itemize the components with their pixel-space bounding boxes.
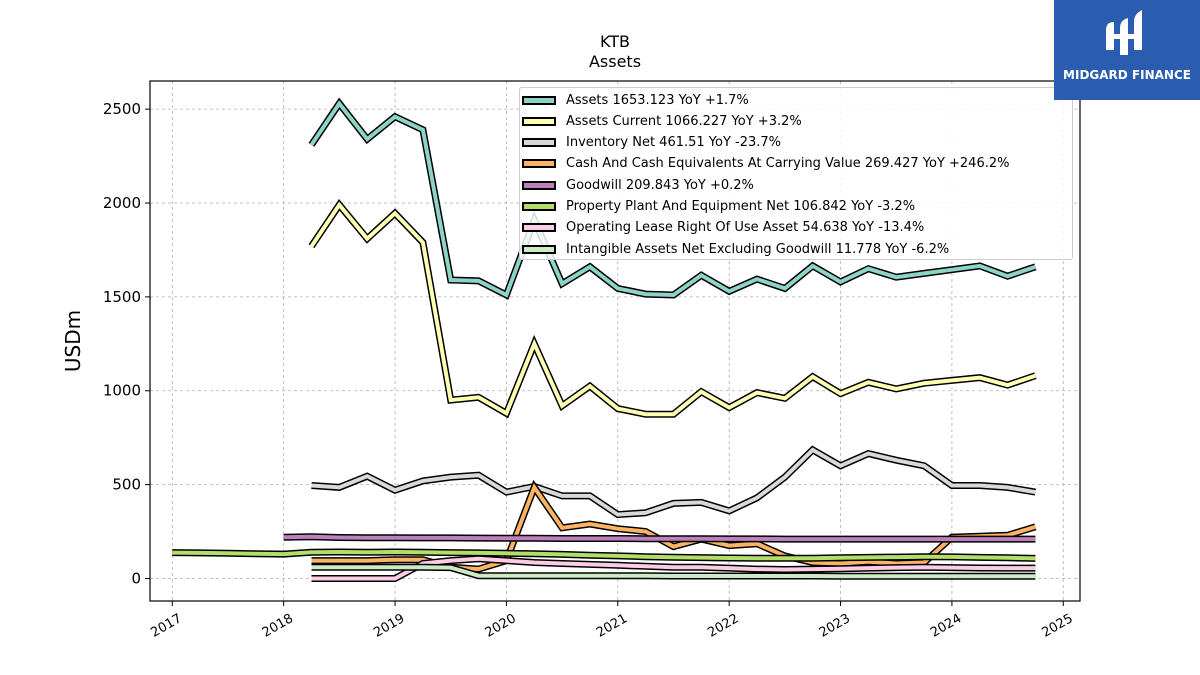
y-tick-label: 500 [112, 476, 141, 494]
legend-label: Goodwill 209.843 YoY +0.2% [566, 177, 754, 193]
x-tick-label: 2020 [483, 611, 519, 641]
legend-label: Assets 1653.123 YoY +1.7% [566, 92, 749, 108]
legend-item: Assets 1653.123 YoY +1.7% [522, 91, 749, 109]
legend-swatch [522, 202, 556, 211]
x-tick-label: 2023 [817, 611, 853, 641]
legend-label: Inventory Net 461.51 YoY -23.7% [566, 135, 782, 151]
chart-legend: Assets 1653.123 YoY +1.7% Assets Current … [519, 87, 1073, 260]
legend-label: Operating Lease Right Of Use Asset 54.63… [566, 220, 925, 236]
chart-subtitle: Assets [588, 52, 642, 71]
x-tick-label: 2022 [705, 611, 741, 641]
legend-item: Property Plant And Equipment Net 106.842… [522, 198, 915, 216]
midgard-logo-icon [1106, 10, 1142, 55]
legend-label: Assets Current 1066.227 YoY +3.2% [566, 113, 802, 129]
tick-layer: 2017 2018 2019 2020 2021 2022 2023 2024 2025 0 500… [103, 100, 1076, 641]
y-axis-label: USDm [61, 310, 85, 372]
series-line-property-plant-and-equipment-net [172, 549, 1036, 561]
x-tick-label: 2021 [594, 611, 630, 641]
x-tick-label: 2024 [928, 611, 964, 641]
series-line-assets [309, 100, 1037, 298]
legend-item: Goodwill 209.843 YoY +0.2% [522, 176, 754, 194]
legend-swatch [522, 180, 556, 190]
legend-item: Intangible Assets Net Excluding Goodwill… [522, 240, 949, 258]
legend-swatch [522, 159, 556, 169]
legend-swatch [522, 223, 556, 233]
legend-label: Intangible Assets Net Excluding Goodwill… [566, 241, 950, 257]
y-tick-label: 2500 [103, 100, 141, 118]
series-line-operating-lease-right-of-use-asset [311, 556, 1036, 581]
legend-item: Inventory Net 461.51 YoY -23.7% [522, 134, 781, 152]
x-tick-label: 2019 [371, 611, 407, 641]
series-line-inventory-net [311, 447, 1036, 517]
x-tick-label: 2017 [148, 611, 184, 641]
legend-item: Cash And Cash Equivalents At Carrying Va… [522, 155, 1009, 173]
series-line-intangible-assets-net-excluding-goodwill [311, 565, 1036, 579]
legend-item: Assets Current 1066.227 YoY +3.2% [522, 112, 802, 130]
legend-item: Operating Lease Right Of Use Asset 54.63… [522, 219, 924, 237]
y-tick-label: 2000 [103, 194, 141, 212]
y-tick-label: 0 [131, 569, 141, 587]
brand-name: MIDGARD FINANCE [1063, 68, 1191, 82]
x-tick-label: 2018 [260, 611, 296, 641]
legend-swatch [522, 138, 556, 148]
series-layer [172, 97, 1037, 582]
series-line-goodwill [283, 534, 1036, 542]
legend-swatch [522, 95, 556, 105]
legend-swatch [522, 116, 556, 126]
y-tick-label: 1500 [103, 288, 141, 306]
y-tick-label: 1000 [103, 382, 141, 400]
legend-label: Property Plant And Equipment Net 106.842… [566, 199, 916, 214]
brand-logo: MIDGARD FINANCE [1054, 0, 1200, 100]
plot-frame [149, 80, 1081, 602]
legend-swatch [522, 244, 556, 254]
x-tick-label: 2025 [1039, 611, 1075, 641]
legend-label: Cash And Cash Equivalents At Carrying Va… [566, 156, 1010, 172]
series-line-assets-current [309, 201, 1037, 417]
chart-title: KTB [600, 32, 630, 51]
